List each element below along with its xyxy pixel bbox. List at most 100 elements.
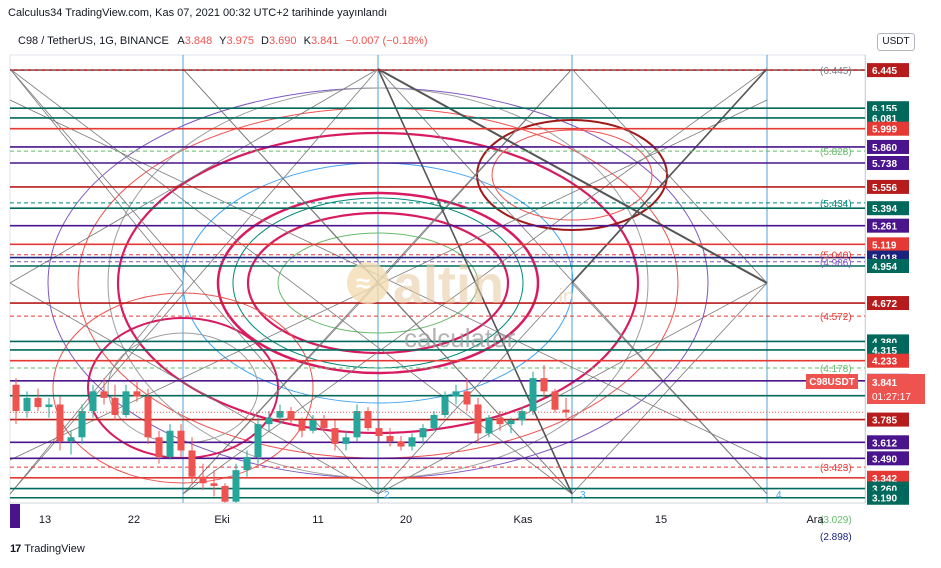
time-axis-label: Ara	[806, 514, 824, 526]
currency-button[interactable]: USDT	[877, 33, 915, 51]
candle-body	[551, 391, 559, 410]
candle-body	[56, 404, 64, 442]
change-value: −0.007 (−0.18%)	[345, 35, 428, 47]
gann-ellipse	[491, 129, 653, 221]
candle-body	[298, 420, 306, 431]
gann-diagonal-bold	[571, 68, 768, 284]
gann-diagonal	[182, 68, 379, 284]
price-axis-label: 6.081	[872, 114, 897, 125]
candle-body	[67, 437, 75, 442]
candle-body	[353, 411, 361, 438]
price-axis-label: 4.954	[872, 262, 897, 273]
price-axis-tag	[867, 139, 909, 154]
fib-label: (2.898)	[820, 532, 852, 543]
time-axis-label: Kas	[514, 514, 533, 526]
candle-body	[441, 396, 449, 415]
time-axis-label: 13	[39, 514, 51, 526]
price-axis-border	[865, 55, 866, 503]
candle-body	[111, 397, 119, 415]
high-label: Y	[219, 35, 227, 47]
candle-body	[199, 476, 207, 484]
high-value: 3.975	[226, 35, 254, 47]
candle-body	[276, 411, 284, 418]
candle-body	[463, 391, 471, 405]
candle-body	[100, 391, 108, 398]
time-axis-label: 11	[312, 514, 323, 526]
candle-body	[507, 420, 515, 425]
price-axis-label: 5.999	[872, 125, 897, 136]
gann-diagonal-bold	[377, 68, 573, 495]
time-axis-label: 20	[400, 514, 412, 526]
price-axis-label: 3.190	[872, 494, 897, 505]
candle-body	[210, 483, 218, 486]
gann-diagonal	[10, 68, 184, 284]
price-axis-tag	[867, 179, 909, 194]
price-axis-tag	[867, 353, 909, 368]
gann-ellipse	[52, 292, 314, 484]
gann-diagonal	[377, 68, 573, 284]
candle-body	[397, 441, 405, 447]
price-axis-label: 3.490	[872, 454, 897, 465]
fib-labels: (6.445) (5.828) (5.434) (5.040)(4.986) (4.57…	[820, 66, 852, 543]
price-tag-bg	[867, 374, 925, 404]
candle-body	[166, 430, 174, 458]
gann-ellipse	[216, 191, 540, 375]
candle-body	[89, 391, 97, 412]
price-axis-label: 6.155	[872, 104, 897, 115]
price-axis-tag	[867, 201, 909, 216]
price-axis-label: 4.315	[872, 346, 897, 357]
candle-body	[342, 437, 350, 444]
footer-brand: TradingView	[24, 543, 85, 555]
price-axis-label: 3.785	[872, 416, 897, 427]
candle-body	[34, 397, 42, 408]
candle-body	[144, 396, 152, 438]
price-axis-tag	[867, 435, 909, 450]
price-axis-tag	[867, 451, 909, 466]
price-axis-tag	[867, 258, 909, 273]
candle-body	[122, 391, 130, 415]
symbol-info-bar: C98 / TetherUS, 1G, BINANCE A3.848 Y3.97…	[18, 35, 431, 47]
price-axis-tag	[867, 155, 909, 170]
price-axis-tag	[867, 110, 909, 125]
fib-label: (3.423)	[820, 463, 852, 474]
candle-body	[419, 428, 427, 438]
horizontal-levels	[10, 69, 865, 499]
time-axis[interactable]: 13 22 Eki 11 20 Kas 15 Ara	[10, 502, 865, 528]
watermark-suffix: .in	[553, 286, 574, 308]
candle-body	[243, 457, 251, 471]
time-axis-label: Eki	[214, 514, 229, 526]
time-axis-range-marker	[10, 504, 20, 528]
candle-body	[452, 391, 460, 397]
fib-label: (6.445)	[820, 66, 852, 77]
time-axis-label: 22	[128, 514, 140, 526]
current-price-marker: C98USDT 3.841 01:27:17	[806, 374, 925, 404]
candle-body	[540, 378, 548, 392]
vertical-marker-labels: 2 3 4	[384, 490, 782, 501]
candle-body	[133, 391, 141, 397]
price-axis-tag	[867, 342, 909, 357]
price-axis-tag	[867, 121, 909, 136]
candle-body	[23, 397, 31, 412]
candle-body	[45, 404, 53, 408]
fib-label: (4.986)	[820, 258, 852, 269]
symbol-name[interactable]: C98 / TetherUS, 1G, BINANCE	[18, 35, 169, 47]
gann-ellipse	[277, 232, 479, 334]
price-axis-label: 5.119	[872, 240, 897, 251]
candle-body	[518, 411, 526, 421]
candle-body	[375, 428, 383, 436]
vertical-marker-label: 2	[384, 490, 390, 501]
candle-body	[287, 411, 295, 421]
close-value: 3.841	[310, 35, 339, 47]
fib-label: (5.434)	[820, 199, 852, 210]
fib-label: (4.178)	[820, 364, 852, 375]
price-axis-label: 4.672	[872, 299, 897, 310]
candle-body	[254, 424, 262, 458]
low-value: 3.690	[269, 35, 297, 47]
candle-body	[320, 420, 328, 429]
candle-body	[221, 485, 229, 502]
watermark-sub: calculator	[404, 323, 516, 353]
price-tag-value: 3.841	[872, 378, 897, 389]
candle-body	[386, 435, 394, 442]
